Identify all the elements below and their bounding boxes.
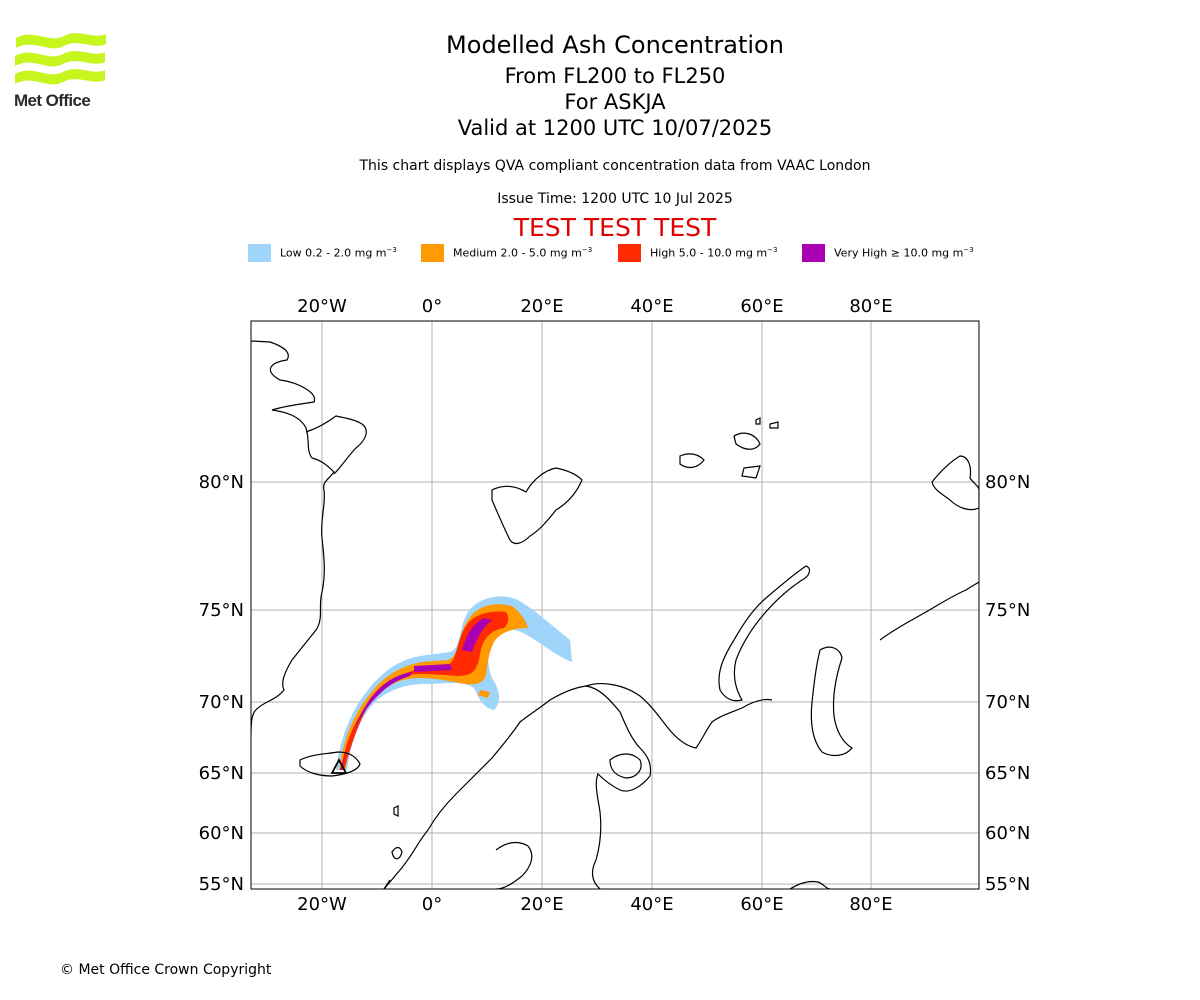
legend-label-medium: Medium 2.0 - 5.0 mg m bbox=[453, 246, 582, 260]
coast-severnaya bbox=[931, 455, 979, 511]
lon-label: 20°E bbox=[520, 894, 563, 915]
legend-label-high: High 5.0 - 10.0 mg m bbox=[650, 246, 768, 260]
lon-label: 40°E bbox=[630, 296, 673, 317]
met-office-logo: Met Office bbox=[14, 30, 108, 114]
lat-label: 55°N bbox=[985, 874, 1030, 895]
coast-greenland bbox=[251, 340, 335, 736]
logo-text: Met Office bbox=[14, 91, 91, 110]
copyright: © Met Office Crown Copyright bbox=[60, 962, 272, 978]
coast-taymyr bbox=[879, 581, 979, 641]
volcano-name: For ASKJA bbox=[564, 90, 666, 114]
lat-label: 55°N bbox=[199, 874, 244, 895]
lon-label: 20°W bbox=[297, 894, 347, 915]
coast-iceland bbox=[299, 751, 361, 777]
coast-bottom-russia bbox=[789, 880, 831, 889]
lon-label: 40°E bbox=[630, 894, 673, 915]
coastlines bbox=[251, 340, 979, 889]
legend-swatch-medium bbox=[421, 244, 444, 262]
lat-labels-right: 80°N 75°N 70°N 65°N 60°N 55°N bbox=[985, 472, 1030, 895]
lon-label: 0° bbox=[422, 894, 442, 915]
issue-time: Issue Time: 1200 UTC 10 Jul 2025 bbox=[497, 191, 733, 207]
legend-swatch-very-high bbox=[802, 244, 825, 262]
lat-label: 80°N bbox=[985, 472, 1030, 493]
met-office-waves-icon bbox=[15, 33, 106, 85]
lat-label: 70°N bbox=[985, 692, 1030, 713]
ash-plume-high bbox=[341, 611, 509, 770]
legend-swatch-low bbox=[248, 244, 271, 262]
coast-white-sea bbox=[609, 753, 642, 779]
valid-time: Valid at 1200 UTC 10/07/2025 bbox=[457, 116, 773, 140]
coast-franz-josef bbox=[679, 417, 779, 479]
compliance-note: This chart displays QVA compliant concen… bbox=[359, 158, 871, 174]
lon-label: 60°E bbox=[740, 894, 783, 915]
coast-kola bbox=[585, 683, 773, 749]
coast-greenland-east bbox=[305, 415, 367, 475]
lon-label: 0° bbox=[422, 296, 442, 317]
lat-label: 75°N bbox=[985, 600, 1030, 621]
coast-scandinavia bbox=[383, 685, 652, 889]
coast-novaya-zemlya bbox=[718, 565, 811, 702]
flight-level-range: From FL200 to FL250 bbox=[504, 64, 726, 88]
ash-plume-very-high bbox=[340, 618, 492, 770]
lat-label: 80°N bbox=[199, 472, 244, 493]
volcano-marker bbox=[330, 758, 348, 774]
coast-baltic bbox=[495, 841, 533, 889]
lat-label: 75°N bbox=[199, 600, 244, 621]
lon-labels-bottom: 20°W 0° 20°E 40°E 60°E 80°E bbox=[297, 894, 892, 915]
chart-title: Modelled Ash Concentration bbox=[446, 31, 784, 59]
lat-labels-left: 80°N 75°N 70°N 65°N 60°N 55°N bbox=[199, 472, 244, 895]
coast-uk bbox=[383, 805, 403, 889]
coast-yamal bbox=[810, 646, 853, 757]
ash-plume-medium bbox=[339, 604, 528, 770]
lon-label: 80°E bbox=[849, 894, 892, 915]
lon-label: 20°E bbox=[520, 296, 563, 317]
lon-label: 60°E bbox=[740, 296, 783, 317]
lat-label: 60°N bbox=[985, 823, 1030, 844]
ash-plume-low bbox=[336, 596, 572, 770]
lon-labels-top: 20°W 0° 20°E 40°E 60°E 80°E bbox=[297, 296, 892, 317]
lon-label: 80°E bbox=[849, 296, 892, 317]
legend-label-low: Low 0.2 - 2.0 mg m bbox=[280, 246, 387, 260]
lat-label: 70°N bbox=[199, 692, 244, 713]
lon-label: 20°W bbox=[297, 296, 347, 317]
legend-label-very-high: Very High ≥ 10.0 mg m bbox=[834, 246, 964, 260]
lat-label: 65°N bbox=[985, 763, 1030, 784]
graticule bbox=[251, 321, 979, 889]
legend-swatch-high bbox=[618, 244, 641, 262]
lat-label: 60°N bbox=[199, 823, 244, 844]
coast-svalbard bbox=[491, 467, 583, 545]
map-frame bbox=[250, 320, 980, 890]
lat-label: 65°N bbox=[199, 763, 244, 784]
map-content bbox=[251, 321, 979, 889]
test-banner: TEST TEST TEST bbox=[513, 213, 717, 242]
